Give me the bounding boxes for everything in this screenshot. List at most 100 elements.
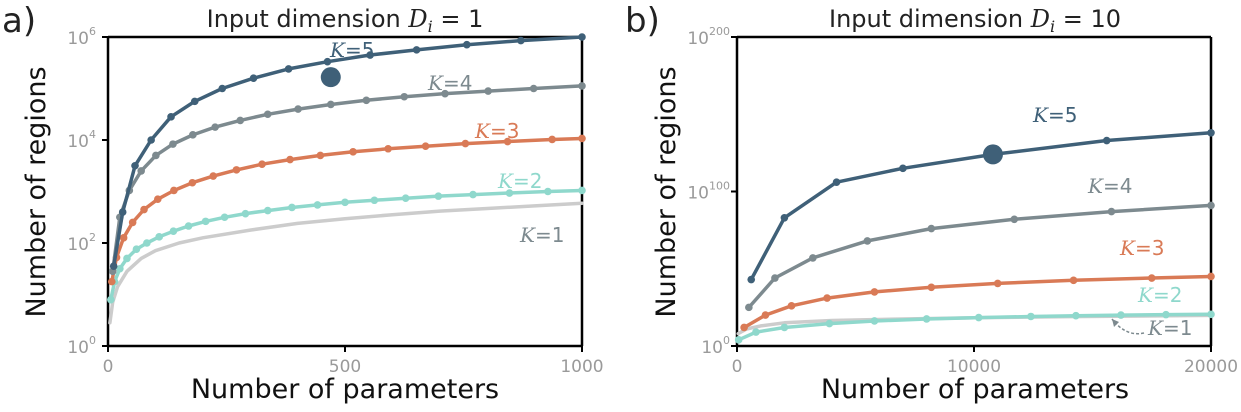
data-point [544,187,552,196]
data-point [170,186,178,195]
y-tick-base: 10 [687,29,709,49]
data-point [326,100,335,109]
series-k4: K=4 [745,174,1215,312]
series-k3: K=3 [107,119,586,286]
data-point [232,166,241,174]
y-tick-base: 10 [67,338,89,358]
data-point [137,167,145,175]
series-label-eq: = [1135,236,1152,260]
y-tick-base: 10 [67,235,89,255]
chart-title-prefix: Input dimension [207,5,409,33]
data-point [1162,310,1170,319]
y-tick-label: 102 [67,231,96,255]
series-line [108,201,584,325]
data-point [870,317,879,325]
data-point [974,313,983,322]
chart-panel-b: b) Input dimension Di = 100 10000 200001001… [625,1,1238,405]
data-point [147,136,155,144]
y-tick-base: 10 [67,29,89,49]
data-point [294,105,302,113]
data-point [1207,128,1215,137]
chart-title-subscript: i [1050,17,1055,36]
data-point [578,134,586,143]
chart-title-value: = 10 [1055,5,1121,33]
data-point [740,323,748,332]
data-point [463,40,471,49]
data-point [116,264,124,273]
data-point [529,84,538,93]
series-label-eq: = [1103,174,1120,198]
data-point [131,161,139,170]
data-point [927,224,936,233]
y-tick-base: 10 [701,338,723,358]
data-point [1107,207,1116,216]
panel-letter: a) [2,1,36,41]
series-label: K=1 [519,223,564,247]
y-tick-label: 106 [67,25,96,49]
data-point [143,239,151,247]
data-point [169,140,177,148]
data-point [517,36,525,45]
series-line [742,274,1213,330]
series-label: K=5 [1032,103,1077,127]
series-label-eq: = [490,119,507,143]
highlight-point [320,67,341,88]
data-point [263,110,272,119]
data-point [505,189,514,197]
data-point [313,201,322,209]
data-point [128,218,137,227]
data-point [780,213,789,222]
series-label-eq: = [345,38,362,62]
series-label-var: K [427,71,444,95]
data-point [400,92,409,101]
data-point [832,178,841,187]
series-label-eq: = [443,71,460,95]
data-point [870,288,879,296]
data-point [140,205,148,214]
x-tick-label: 1000 [560,357,603,377]
y-tick-exponent: 0 [89,334,96,347]
data-point [370,196,379,205]
series-label-var: K [519,223,536,247]
data-point [548,135,556,144]
chart-title-prefix: Input dimension [829,5,1031,33]
chart-title: Input dimension Di = 10 [829,5,1121,36]
series-label-val: 2 [1170,283,1183,307]
data-point [153,195,162,204]
x-axis-label: Number of parameters [191,374,499,405]
y-tick-exponent: 4 [89,128,96,141]
series-label-val: 5 [362,38,375,62]
data-point [461,139,470,148]
data-point [241,209,250,218]
series-k4: K=4 [108,71,586,276]
y-tick-exponent: 0 [723,334,730,347]
series-label-arrow [1111,318,1145,335]
data-point [809,254,817,262]
series-label-eq: = [535,223,552,247]
data-point [401,194,410,202]
y-tick-label: 10100 [687,180,730,204]
data-point [503,137,512,146]
data-point [362,96,371,105]
series-label-var: K [329,38,346,62]
y-tick-exponent: 100 [709,180,730,193]
data-point [184,222,193,230]
series-label-val: 5 [1065,103,1078,127]
data-point [421,142,430,150]
data-point [922,315,931,323]
series-label-val: 1 [552,223,565,247]
data-point [1207,310,1215,319]
data-point [578,33,586,41]
data-point [578,82,586,90]
data-point [188,178,197,187]
data-point [263,206,272,215]
data-point [190,97,199,106]
data-point [118,208,127,216]
series-label-var: K [474,119,491,143]
series-label: K=4 [427,71,472,95]
series-label-eq: = [1163,316,1180,340]
series-label-val: 2 [530,169,543,193]
series-label-eq: = [513,169,530,193]
